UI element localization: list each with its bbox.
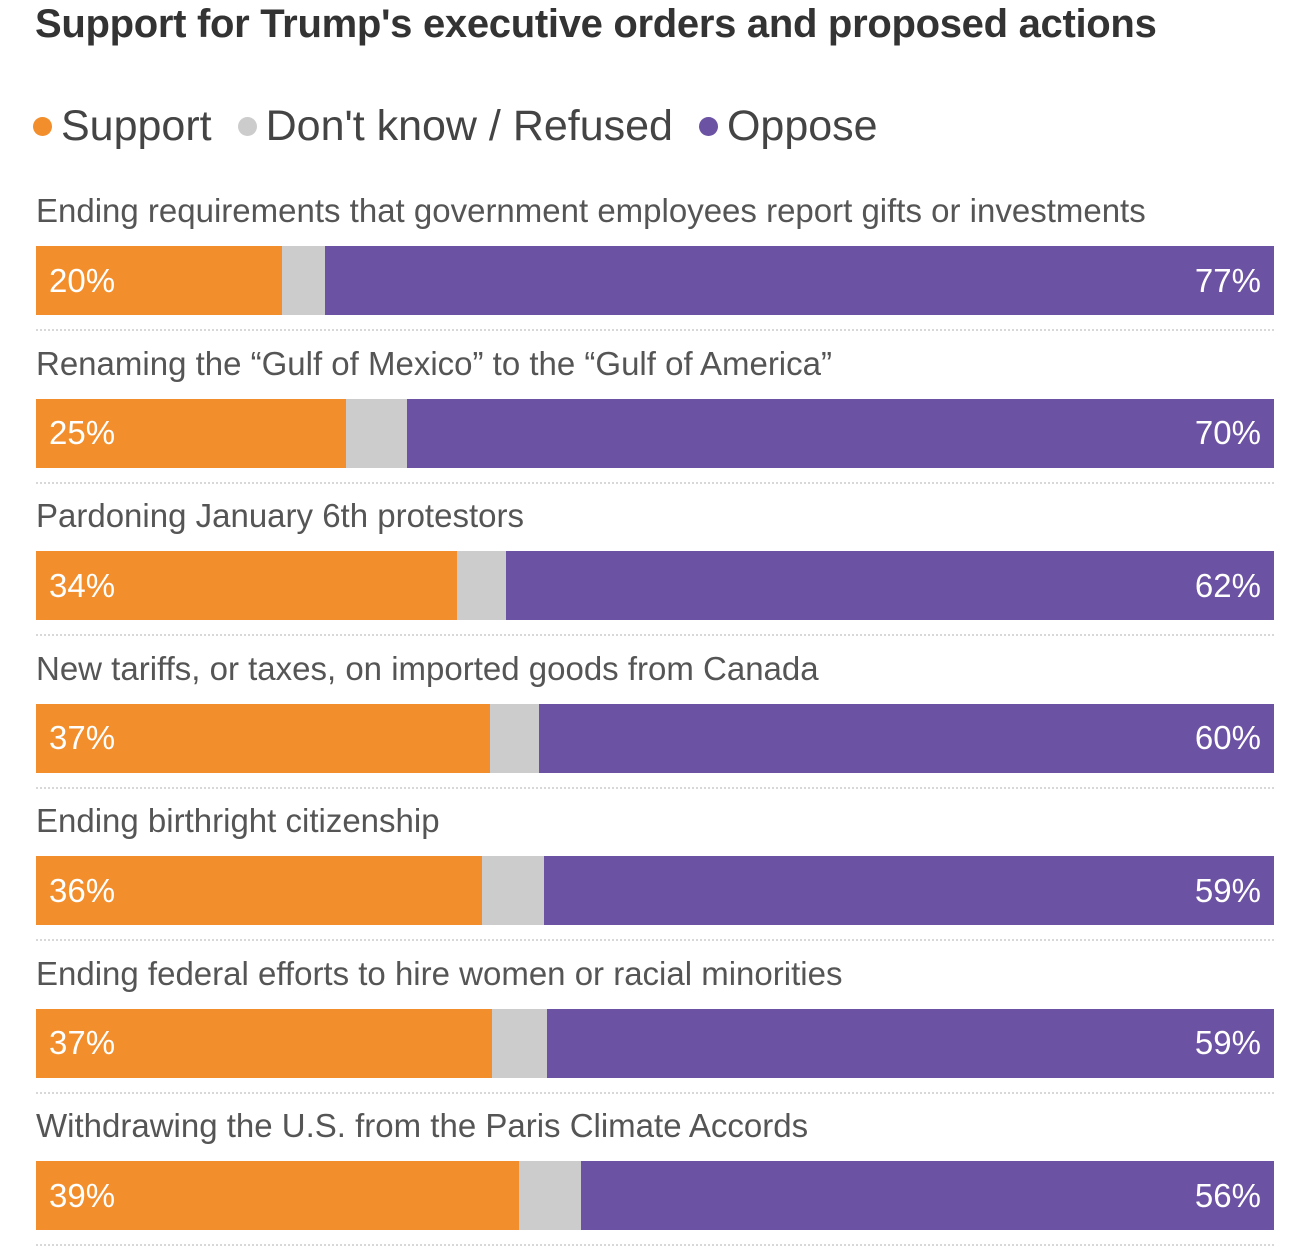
- row-divider: [36, 939, 1274, 941]
- support-value-label: 37%: [49, 1024, 116, 1061]
- bar-segment-dont-know: [456, 551, 507, 620]
- row-divider: [36, 329, 1274, 331]
- legend: Support Don't know / Refused Oppose: [33, 100, 904, 152]
- bar-segment-dont-know: [345, 398, 408, 468]
- legend-item-oppose: Oppose: [698, 101, 878, 151]
- row-divider: [36, 1091, 1274, 1094]
- oppose-value-label: 62%: [1194, 566, 1261, 604]
- category-label: Ending birthright citizenship: [36, 802, 440, 839]
- bar-segment-dont-know: [491, 1008, 548, 1078]
- row-divider: [36, 1244, 1274, 1246]
- support-value-label: 37%: [49, 719, 116, 756]
- support-value-label: 34%: [49, 566, 116, 604]
- chart-row: Pardoning January 6th protestors 34% 62%: [36, 495, 1274, 648]
- legend-dot-oppose: [698, 116, 718, 136]
- legend-item-dont-know: Don't know / Refused: [237, 101, 673, 151]
- chart-row: Renaming the “Gulf of Mexico” to the “Gu…: [36, 343, 1274, 496]
- bar-segment-oppose: 60%: [538, 703, 1274, 773]
- support-value-label: 20%: [49, 261, 116, 299]
- stacked-bar: 34% 62%: [36, 551, 1274, 620]
- oppose-value-label: 59%: [1194, 871, 1261, 909]
- bar-segment-oppose: 59%: [547, 1008, 1274, 1078]
- category-label: New tariffs, or taxes, on imported goods…: [36, 649, 819, 687]
- oppose-value-label: 60%: [1194, 719, 1261, 756]
- legend-item-support: Support: [33, 102, 212, 151]
- bar-segment-support: 34%: [36, 551, 457, 620]
- category-label: Ending requirements that government empl…: [36, 192, 1146, 229]
- bar-segment-support: 39%: [36, 1161, 519, 1230]
- bar-segment-oppose: 77%: [325, 246, 1274, 315]
- bar-segment-dont-know: [481, 856, 544, 925]
- oppose-value-label: 70%: [1194, 414, 1261, 451]
- legend-dot-dont-know: [237, 116, 257, 136]
- support-value-label: 36%: [49, 871, 116, 909]
- legend-label: Oppose: [726, 101, 878, 150]
- stacked-bar: 36% 59%: [36, 856, 1274, 925]
- oppose-value-label: 56%: [1194, 1176, 1261, 1214]
- stacked-bar: 37% 60%: [36, 703, 1274, 773]
- legend-label: Don't know / Refused: [265, 101, 673, 150]
- row-divider: [36, 786, 1274, 789]
- bar-segment-dont-know: [518, 1161, 581, 1230]
- stacked-bar: 25% 70%: [36, 398, 1274, 468]
- oppose-value-label: 59%: [1194, 1024, 1261, 1061]
- bar-segment-oppose: 62%: [506, 551, 1274, 620]
- oppose-value-label: 77%: [1194, 261, 1261, 299]
- category-label: Ending federal efforts to hire women or …: [36, 954, 843, 992]
- chart-row: Ending birthright citizenship 36% 59%: [36, 800, 1274, 953]
- stacked-bar: 20% 77%: [36, 246, 1274, 315]
- legend-dot-support: [33, 116, 52, 136]
- bar-segment-support: 20%: [36, 246, 283, 315]
- bar-segment-dont-know: [489, 703, 539, 773]
- chart-row: Ending federal efforts to hire women or …: [36, 953, 1274, 1106]
- chart-row: Withdrawing the U.S. from the Paris Clim…: [36, 1105, 1274, 1258]
- category-label: Withdrawing the U.S. from the Paris Clim…: [36, 1107, 809, 1144]
- bar-segment-support: 25%: [36, 398, 346, 468]
- chart-title: Support for Trump's executive orders and…: [35, 2, 1157, 46]
- chart-row: Ending requirements that government empl…: [36, 190, 1274, 343]
- category-label: Renaming the “Gulf of Mexico” to the “Gu…: [36, 344, 832, 382]
- row-divider: [36, 481, 1274, 484]
- bar-segment-support: 36%: [36, 856, 482, 925]
- stacked-bar: 39% 56%: [36, 1161, 1274, 1230]
- chart-row: New tariffs, or taxes, on imported goods…: [36, 648, 1274, 801]
- bar-segment-oppose: 70%: [407, 398, 1274, 468]
- legend-label: Support: [61, 101, 212, 150]
- bar-segment-dont-know: [282, 246, 326, 315]
- bar-segment-support: 37%: [36, 1008, 492, 1078]
- support-value-label: 25%: [49, 414, 116, 451]
- chart-rows: Ending requirements that government empl…: [36, 190, 1274, 1258]
- support-value-label: 39%: [49, 1176, 116, 1214]
- category-label: Pardoning January 6th protestors: [36, 497, 524, 534]
- bar-segment-oppose: 56%: [580, 1161, 1274, 1230]
- stacked-bar: 37% 59%: [36, 1008, 1274, 1078]
- row-divider: [36, 634, 1274, 636]
- bar-segment-oppose: 59%: [543, 856, 1274, 925]
- bar-segment-support: 37%: [36, 703, 490, 773]
